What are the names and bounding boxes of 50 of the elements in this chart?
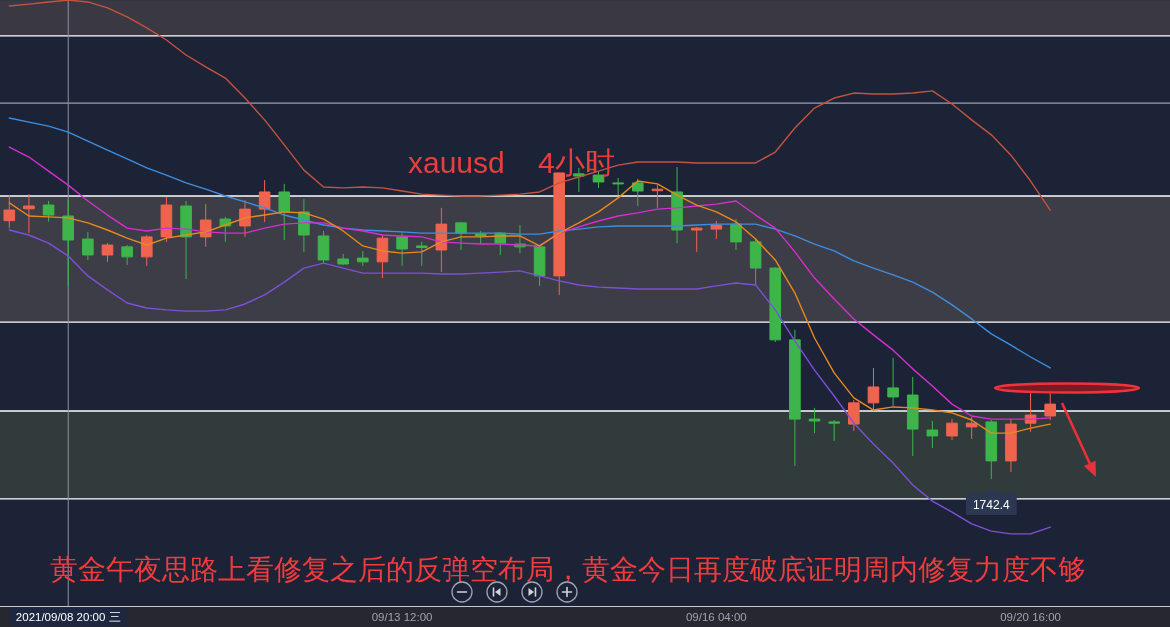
x-tick-label: 2021/09/08 20:00 三 — [15, 611, 121, 623]
candlestick — [769, 266, 782, 343]
candlestick — [651, 184, 664, 209]
candlestick — [926, 420, 939, 449]
annotation: 1742.4 — [972, 498, 1010, 512]
candlestick — [867, 367, 880, 410]
candlestick — [887, 357, 899, 407]
candlestick — [357, 250, 369, 267]
candlestick — [101, 242, 114, 263]
candlestick — [710, 220, 723, 240]
candlestick — [946, 418, 958, 441]
candlestick — [828, 419, 840, 442]
candlestick — [1005, 418, 1017, 473]
candlestick — [317, 230, 330, 264]
candlestick — [631, 178, 644, 207]
candlestick — [789, 329, 801, 467]
candlestick — [258, 179, 271, 223]
candlestick — [140, 234, 153, 267]
candlestick — [62, 199, 75, 286]
candlestick — [965, 416, 978, 440]
candlestick — [278, 183, 291, 241]
candlestick — [730, 218, 742, 251]
candlestick — [985, 419, 998, 480]
annotation: 1742.4 — [965, 488, 1017, 515]
candlestick — [121, 244, 133, 266]
candlestick — [160, 196, 173, 243]
x-tick-label: 09/20 16:00 — [1000, 611, 1061, 623]
candlestick — [239, 199, 251, 238]
candlestick — [42, 200, 55, 223]
chart-title: xauusd 4小时 — [408, 146, 615, 179]
candlestick — [455, 221, 467, 251]
candlestick — [808, 407, 821, 434]
x-tick-label: 09/13 12:00 — [371, 611, 433, 623]
candlestick — [690, 226, 703, 253]
candlestick — [337, 253, 349, 266]
candlestick — [415, 241, 428, 267]
candlestick — [906, 376, 919, 457]
text: 黄金午夜思路上看修复之后的反弹空布局，黄金今日再度破底证明周内修复力度不够 — [50, 554, 1086, 585]
candlestick — [848, 399, 860, 432]
candlestick — [1044, 391, 1057, 421]
candlestick — [749, 237, 762, 286]
x-tick-label: 09/16 04:00 — [685, 611, 747, 623]
candlestick — [612, 177, 624, 196]
candlestick — [3, 194, 16, 229]
candlestick — [23, 193, 35, 234]
candlestick — [82, 231, 94, 261]
candlestick — [180, 200, 192, 280]
candlestick — [396, 231, 408, 267]
candlestick — [533, 245, 546, 287]
candlestick — [376, 234, 389, 279]
